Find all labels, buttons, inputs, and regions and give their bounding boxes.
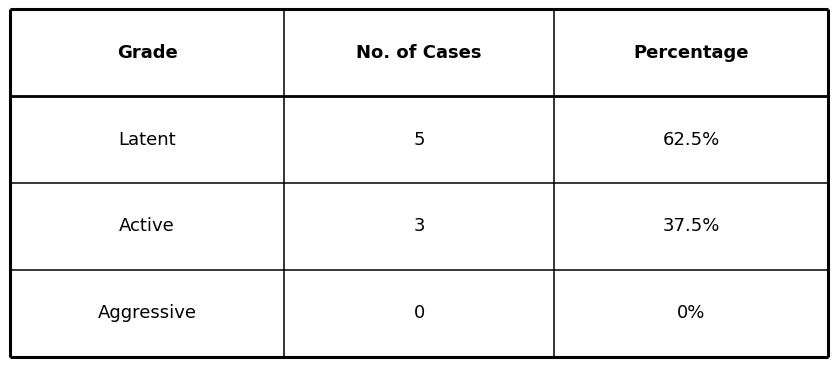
Text: Active: Active <box>119 217 175 235</box>
Text: Latent: Latent <box>118 131 176 149</box>
Text: Aggressive: Aggressive <box>97 305 197 322</box>
Text: No. of Cases: No. of Cases <box>356 44 482 61</box>
Text: Percentage: Percentage <box>634 44 748 61</box>
Text: 0%: 0% <box>677 305 705 322</box>
Text: 3: 3 <box>413 217 425 235</box>
Text: 5: 5 <box>413 131 425 149</box>
Text: Grade: Grade <box>116 44 178 61</box>
Text: 0: 0 <box>413 305 425 322</box>
Text: 37.5%: 37.5% <box>662 217 720 235</box>
Text: 62.5%: 62.5% <box>662 131 720 149</box>
